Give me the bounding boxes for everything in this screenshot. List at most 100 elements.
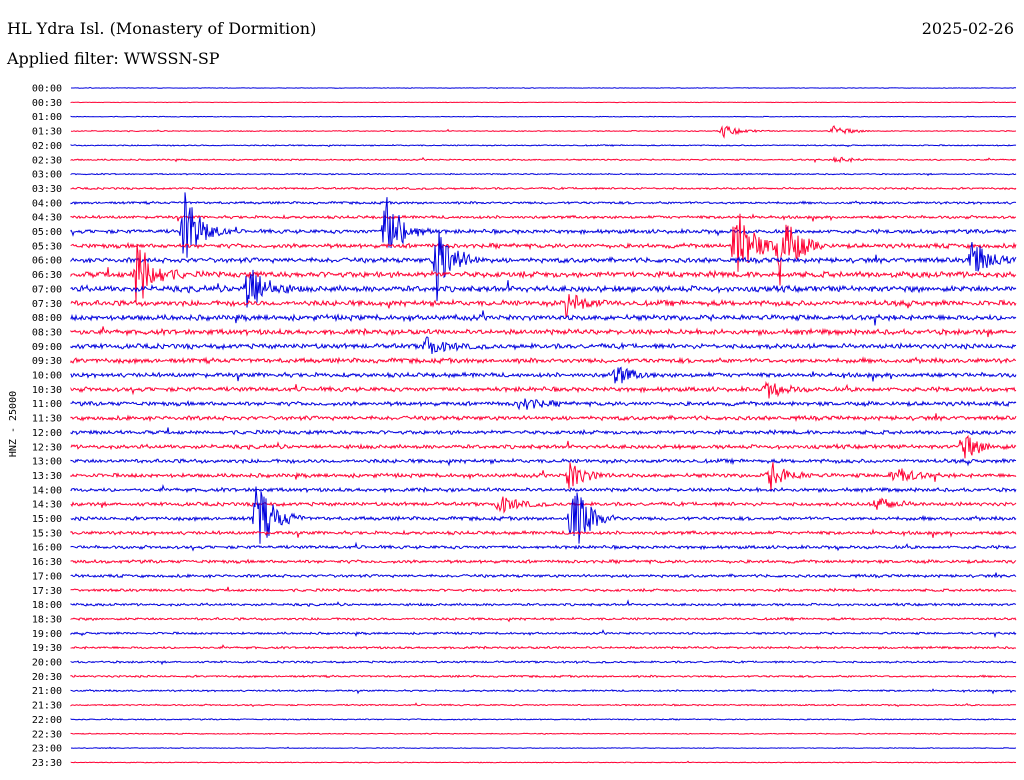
row-label: 06:00 [32,256,62,267]
trace-line [70,269,1017,308]
trace-line [70,186,1017,191]
row-label: 03:30 [32,184,62,195]
row-label: 12:30 [32,442,62,453]
trace-line [70,558,1017,565]
date-label: 2025-02-26 [921,19,1014,38]
trace-line [70,484,1017,494]
trace-line [70,294,1017,319]
row-label: 19:00 [32,629,62,640]
row-label: 08:30 [32,327,62,338]
row-label: 03:00 [32,170,62,181]
row-label: 06:30 [32,270,62,281]
trace-line [70,457,1017,467]
row-label: 09:00 [32,342,62,353]
trace-line [70,760,1017,764]
trace-line [70,434,1017,459]
trace-line [70,629,1017,639]
trace-line [70,599,1017,607]
row-label: 00:30 [32,98,62,109]
row-label: 20:30 [32,672,62,683]
y-axis-label-group: HNZ - 25000 [8,391,19,457]
trace-line [70,644,1017,650]
trace-line [70,616,1017,623]
row-label: 18:30 [32,614,62,625]
trace-line [70,366,1017,384]
row-label: 05:00 [32,227,62,238]
trace-line [70,229,1017,302]
row-label: 01:00 [32,112,62,123]
row-label: 15:00 [32,514,62,525]
row-label: 16:30 [32,557,62,568]
trace-line [70,541,1017,552]
row-label: 14:00 [32,485,62,496]
row-label: 21:00 [32,686,62,697]
row-label: 12:00 [32,428,62,439]
row-label: 17:30 [32,586,62,597]
trace-line [70,496,1017,514]
row-label: 22:30 [32,729,62,740]
trace-line [70,125,1017,139]
row-label: 14:30 [32,500,62,511]
trace-line [70,572,1017,579]
trace-line [70,718,1017,721]
row-label: 02:00 [32,141,62,152]
trace-line [70,462,1017,492]
trace-line [70,528,1017,538]
trace-line [70,660,1017,666]
trace-line [70,213,1017,222]
trace-line [70,702,1017,708]
row-label: 05:30 [32,241,62,252]
row-labels: 00:00 00:30 01:00 01:30 02:00 02:30 03:00 03:30… [32,84,62,769]
row-label: 18:00 [32,600,62,611]
trace-line [70,200,1017,206]
trace-line [70,310,1017,326]
trace-line [70,336,1017,355]
row-label: 22:00 [32,715,62,726]
trace-line [70,326,1017,338]
trace-line [70,688,1017,695]
row-label: 10:00 [32,371,62,382]
trace-line [70,356,1017,365]
row-label: 19:30 [32,643,62,654]
row-label: 07:30 [32,299,62,310]
trace-line [70,101,1017,104]
row-label: 01:30 [32,127,62,138]
trace-line [71,86,1017,90]
row-label: 20:00 [32,658,62,669]
filter-label: Applied filter: WWSSN-SP [7,49,220,68]
row-label: 17:00 [32,571,62,582]
trace-line [70,674,1017,679]
trace-line [70,213,1017,286]
row-label: 13:30 [32,471,62,482]
trace-line [70,380,1017,399]
trace-line [70,413,1017,423]
trace-line [70,746,1017,750]
trace-line [70,115,1017,118]
trace-line [70,156,1017,164]
row-label: 09:30 [32,356,62,367]
row-label: 10:30 [32,385,62,396]
trace-line [70,486,1017,544]
trace-line [70,192,1017,258]
row-label: 02:30 [32,155,62,166]
trace-line [70,243,1017,303]
row-label: 08:00 [32,313,62,324]
station-title: HL Ydra Isl. (Monastery of Dormition) [7,19,317,38]
row-label: 11:00 [32,399,62,410]
row-label: 21:30 [32,701,62,712]
row-label: 23:30 [32,758,62,769]
row-label: 11:30 [32,414,62,425]
trace-rows [70,86,1017,764]
trace-line [70,172,1017,177]
row-label: 13:00 [32,457,62,468]
y-axis-label: HNZ - 25000 [8,391,19,457]
trace-line [70,732,1017,735]
row-label: 04:30 [32,213,62,224]
row-label: 23:00 [32,744,62,755]
trace-line [70,398,1017,411]
trace-line [70,586,1017,593]
row-label: 16:00 [32,543,62,554]
row-label: 00:00 [32,84,62,95]
trace-line [70,144,1017,148]
